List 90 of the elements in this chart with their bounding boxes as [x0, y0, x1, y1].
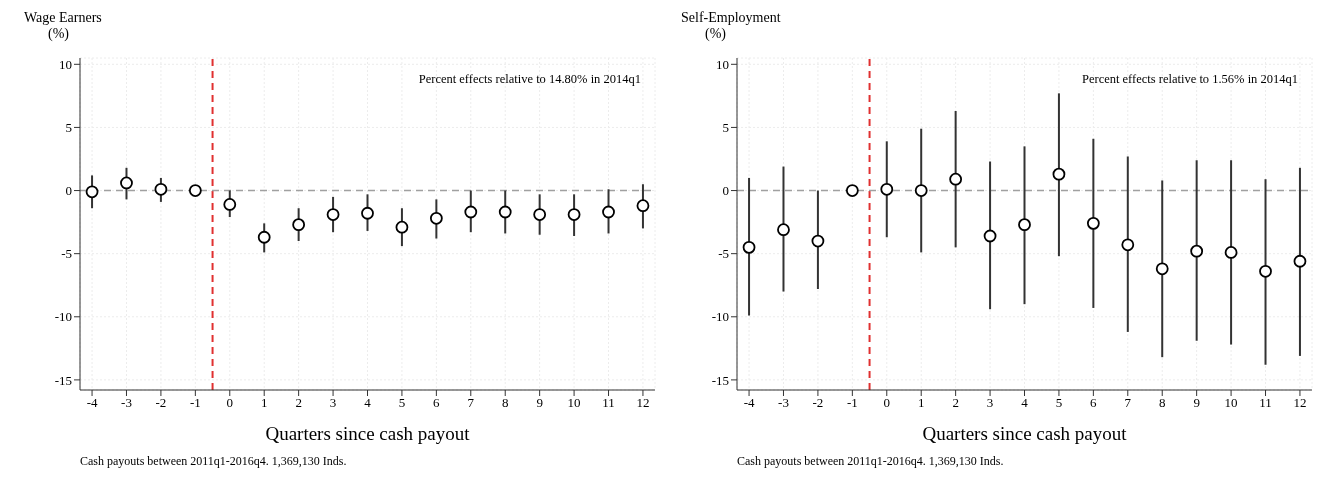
x-tick-label: 8	[501, 395, 509, 411]
point	[1121, 238, 1135, 252]
y-axis-title: (%)	[48, 26, 69, 42]
x-tick-label: 1	[917, 395, 925, 411]
point	[223, 198, 237, 211]
point	[636, 199, 650, 213]
point	[120, 176, 133, 190]
x-tick-label: 10	[567, 395, 581, 411]
point	[880, 182, 894, 196]
y-tick-label: -5	[61, 246, 72, 262]
point	[567, 208, 581, 221]
x-tick-label: 6	[1090, 395, 1098, 411]
point	[1293, 254, 1307, 268]
x-tick-label: -2	[155, 395, 167, 411]
x-tick-label: 1	[260, 395, 268, 411]
point	[1224, 246, 1238, 259]
x-tick-label: 12	[1293, 395, 1307, 411]
point	[533, 208, 547, 221]
y-tick-label: 0	[65, 183, 72, 199]
point	[429, 211, 443, 225]
x-tick-label: 9	[1193, 395, 1200, 411]
point	[1052, 167, 1066, 181]
x-tick-label: -4	[743, 395, 755, 411]
point	[602, 205, 615, 219]
point	[361, 206, 374, 220]
annotation: Percent effects relative to 14.80% in 2014q1	[418, 72, 641, 87]
x-tick-label: 3	[329, 395, 337, 411]
x-tick-label: -4	[86, 395, 98, 411]
y-tick-label: 10	[59, 56, 72, 72]
text: Cash payouts between 2011q1-2016q4. 1,369,130 Inds.	[737, 454, 1004, 469]
point	[1155, 262, 1169, 276]
chart-title: Wage Earners	[24, 10, 102, 26]
y-axis-title: (%)	[705, 26, 726, 42]
point	[983, 229, 997, 243]
point	[777, 223, 790, 237]
x-tick-label: 4	[1021, 395, 1029, 411]
x-axis-title: Quarters since cash payout	[922, 423, 1128, 444]
x-tick-label: 8	[1158, 395, 1166, 411]
x-tick-label: -3	[121, 395, 132, 411]
x-tick-label: 7	[467, 395, 475, 411]
x-tick-label: 5	[1055, 395, 1063, 411]
y-tick-label: -10	[711, 309, 729, 325]
y-tick-label: 0	[722, 183, 729, 199]
point	[1259, 264, 1272, 278]
x-tick-label: 6	[433, 395, 441, 411]
point	[464, 205, 478, 219]
y-tick-label: -15	[54, 372, 72, 388]
x-tick-label: 7	[1124, 395, 1132, 411]
point	[742, 240, 756, 254]
x-tick-label: 2	[295, 395, 302, 411]
x-tick-label: 0	[883, 395, 891, 411]
x-tick-label: 4	[364, 395, 372, 411]
x-tick-label: 9	[536, 395, 543, 411]
point	[154, 182, 168, 196]
point	[188, 184, 202, 197]
point	[1086, 216, 1100, 230]
y-tick-label: 10	[716, 56, 729, 72]
chart-title: Self-Employment	[681, 10, 781, 26]
x-tick-label: 0	[226, 395, 234, 411]
point	[498, 205, 512, 219]
point	[811, 234, 825, 248]
x-tick-label: -1	[846, 395, 858, 411]
y-tick-label: -5	[718, 246, 729, 262]
point	[1190, 244, 1204, 258]
y-tick-label: -10	[54, 309, 72, 325]
point	[845, 184, 859, 197]
point	[914, 184, 928, 197]
x-tick-label: 3	[986, 395, 994, 411]
point	[949, 172, 963, 186]
point	[85, 185, 99, 199]
x-tick-label: 11	[1259, 395, 1272, 411]
x-tick-label: 11	[602, 395, 615, 411]
y-tick-label: 5	[65, 120, 72, 136]
point	[326, 208, 340, 221]
x-axis-title: Quarters since cash payout	[265, 423, 471, 444]
x-tick-label: 5	[398, 395, 406, 411]
point	[257, 230, 271, 244]
y-tick-label: -15	[711, 372, 729, 388]
x-tick-label: 10	[1224, 395, 1238, 411]
x-tick-label: -1	[189, 395, 201, 411]
text: Cash payouts between 2011q1-2016q4. 1,369,130 Inds.	[80, 454, 347, 469]
x-tick-label: 2	[952, 395, 959, 411]
point	[395, 220, 409, 234]
annotation: Percent effects relative to 1.56% in 2014q1	[1081, 72, 1298, 87]
x-tick-label: 12	[636, 395, 650, 411]
x-tick-label: -2	[812, 395, 824, 411]
point	[1018, 218, 1031, 232]
point	[292, 218, 306, 232]
x-tick-label: -3	[778, 395, 789, 411]
y-tick-label: 5	[722, 120, 729, 136]
